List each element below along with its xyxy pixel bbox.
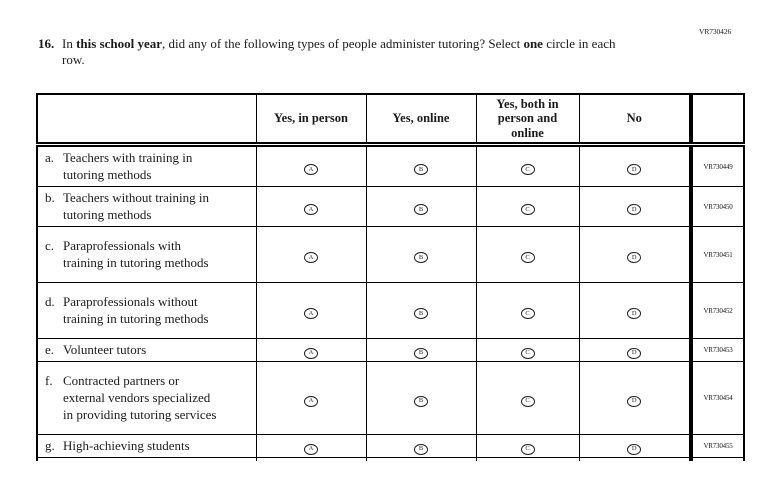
header-empty (36, 93, 257, 148)
option-e-yes-online[interactable]: B (414, 347, 428, 359)
option-a-yes-online[interactable]: B (414, 164, 428, 176)
row-code-g: VR730455 (689, 434, 745, 459)
header-code-column (689, 93, 745, 148)
table-continuation-stub (36, 457, 745, 461)
table-row-e: e. Volunteer tutors A B C D VR730453 (36, 338, 745, 363)
option-f-yes-in-person[interactable]: A (304, 395, 318, 407)
option-c-yes-online[interactable]: B (414, 252, 428, 264)
option-f-yes-online[interactable]: B (414, 395, 428, 407)
option-d-no[interactable]: D (627, 308, 642, 320)
option-e-yes-in-person[interactable]: A (304, 347, 318, 359)
question-16-table: Yes, in person Yes, online Yes, both in … (36, 93, 745, 461)
question-stem: 16. In this school year, did any of the … (38, 36, 638, 68)
row-label-d: d. Paraprofessionals without training in … (36, 282, 257, 340)
header-yes-in-person: Yes, in person (255, 93, 367, 148)
option-a-yes-in-person[interactable]: A (304, 164, 318, 176)
option-f-no[interactable]: D (627, 395, 642, 407)
option-d-yes-in-person[interactable]: A (304, 308, 318, 320)
option-b-yes-both[interactable]: C (520, 204, 535, 216)
table-row-d: d. Paraprofessionals without training in … (36, 282, 745, 340)
row-label-e: e. Volunteer tutors (36, 338, 257, 363)
header-row: Yes, in person Yes, online Yes, both in … (36, 93, 745, 148)
option-f-yes-both[interactable]: C (520, 395, 535, 407)
row-code-b: VR730450 (689, 186, 745, 228)
option-g-yes-online[interactable]: B (414, 443, 428, 455)
option-c-yes-both[interactable]: C (520, 252, 535, 264)
row-label-f: f. Contracted partners or external vendor… (36, 361, 257, 436)
header-yes-online: Yes, online (365, 93, 477, 148)
row-code-a: VR730449 (689, 144, 745, 188)
row-label-a: a. Teachers with training in tutoring met… (36, 144, 257, 188)
option-b-yes-in-person[interactable]: A (304, 204, 318, 216)
row-label-g: g. High-achieving students (36, 434, 257, 459)
option-d-yes-both[interactable]: C (520, 308, 535, 320)
table-row-g: g. High-achieving students A B C D VR7304… (36, 434, 745, 459)
option-e-no[interactable]: D (627, 347, 642, 359)
table-row-a: a. Teachers with training in tutoring met… (36, 144, 745, 188)
form-code: VR730426 (699, 27, 732, 36)
option-e-yes-both[interactable]: C (520, 347, 535, 359)
option-g-yes-both[interactable]: C (520, 443, 535, 455)
header-yes-both: Yes, both in person and online (475, 93, 580, 148)
option-c-no[interactable]: D (627, 252, 642, 264)
row-label-c: c. Paraprofessionals with training in tut… (36, 226, 257, 284)
option-g-no[interactable]: D (627, 443, 642, 455)
row-label-b: b. Teachers without training in tutoring … (36, 186, 257, 228)
option-b-yes-online[interactable]: B (414, 204, 428, 216)
option-a-no[interactable]: D (627, 164, 642, 176)
table-row-c: c. Paraprofessionals with training in tut… (36, 226, 745, 284)
row-code-d: VR730452 (689, 282, 745, 340)
row-code-f: VR730454 (689, 361, 745, 436)
table-row-b: b. Teachers without training in tutoring … (36, 186, 745, 228)
header-no: No (578, 93, 692, 148)
option-d-yes-online[interactable]: B (414, 308, 428, 320)
question-text: In this school year, did any of the foll… (62, 36, 616, 67)
option-b-no[interactable]: D (627, 204, 642, 216)
table-row-f: f. Contracted partners or external vendor… (36, 361, 745, 436)
row-code-e: VR730453 (689, 338, 745, 363)
option-g-yes-in-person[interactable]: A (304, 443, 318, 455)
question-number: 16. (38, 36, 55, 51)
option-a-yes-both[interactable]: C (520, 164, 535, 176)
row-code-c: VR730451 (689, 226, 745, 284)
option-c-yes-in-person[interactable]: A (304, 252, 318, 264)
